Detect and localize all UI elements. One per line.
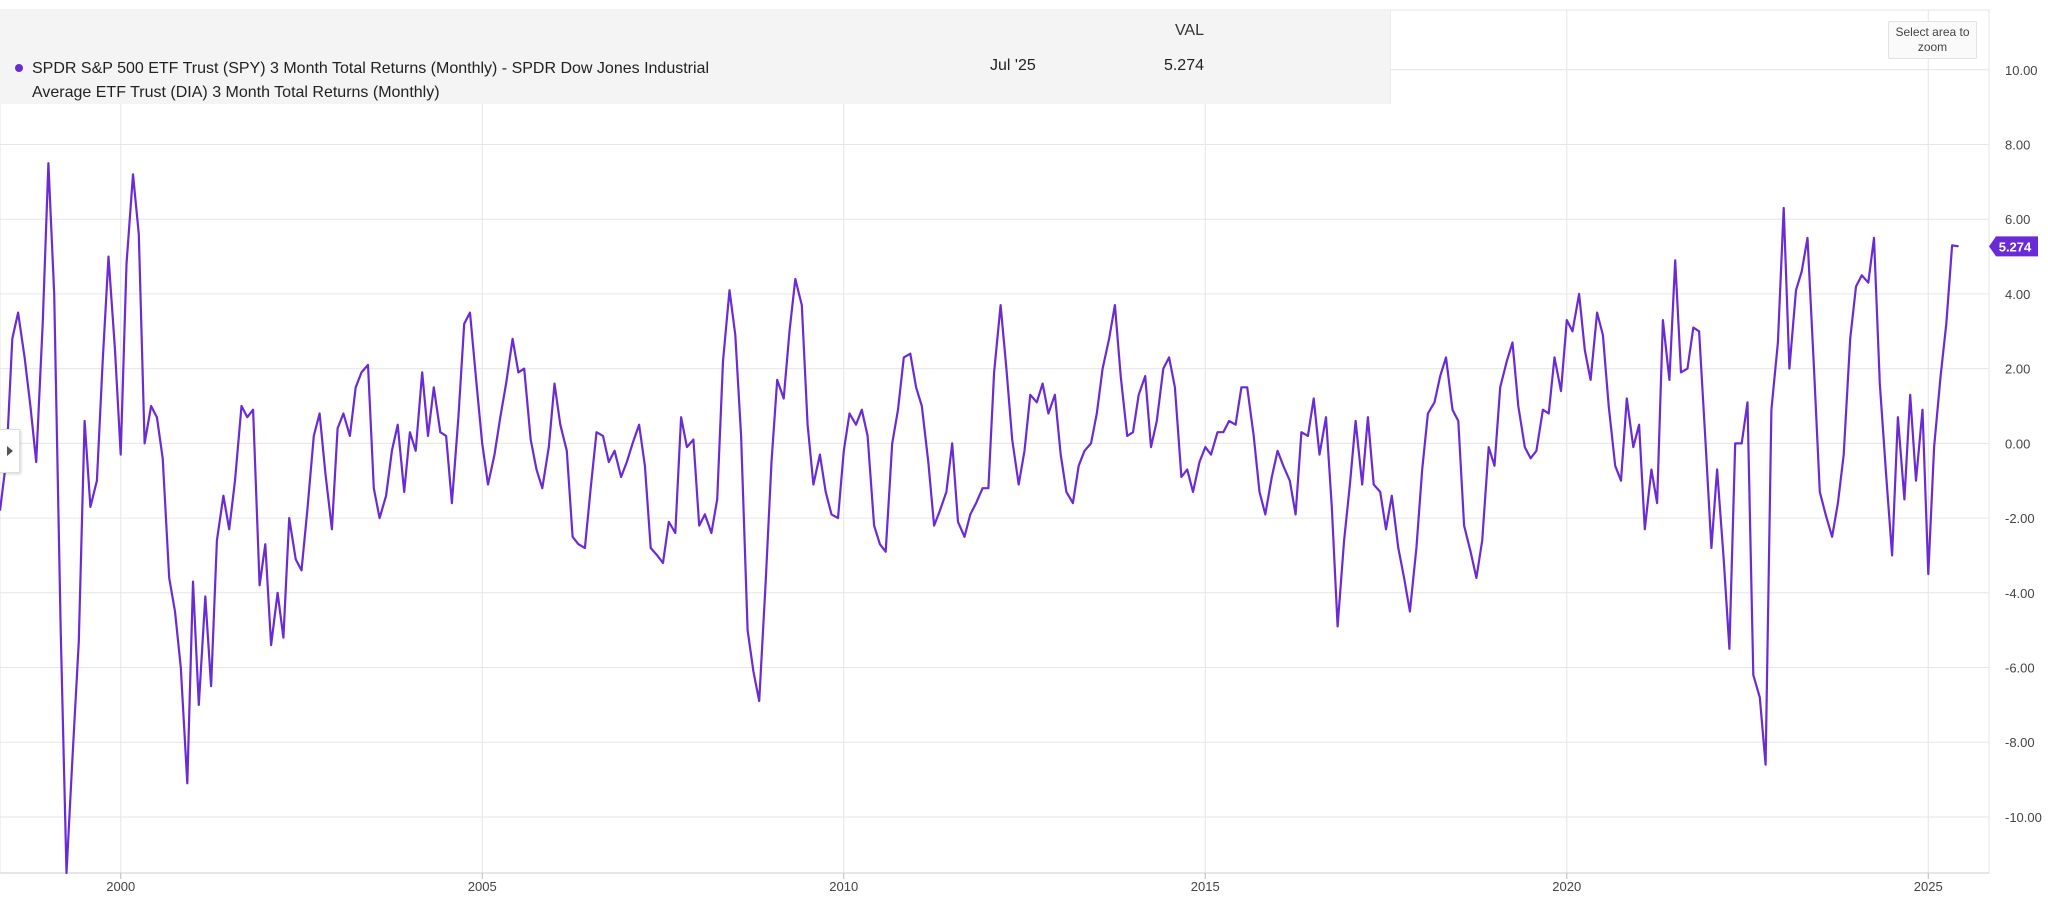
y-tick-label: 10.00	[2005, 63, 2038, 78]
y-tick-label: 8.00	[2005, 137, 2030, 152]
chevron-right-icon	[6, 446, 13, 456]
legend-value: 5.274	[1163, 57, 1204, 74]
last-value-marker: 5.274	[1989, 236, 2038, 257]
y-tick-label: 0.00	[2005, 436, 2030, 451]
x-tick-label: 2025	[1914, 879, 1943, 894]
y-tick-label: 4.00	[2005, 287, 2030, 302]
last-value-badge	[1989, 236, 2038, 257]
legend-column-header: VAL	[1174, 22, 1204, 39]
y-tick-label: -4.00	[2005, 586, 2035, 601]
x-tick-label: 2020	[1552, 879, 1581, 894]
y-tick-label: 6.00	[2005, 212, 2030, 227]
series-color-dot	[15, 64, 23, 72]
x-tick-label: 2000	[106, 879, 135, 894]
last-value-label: 5.274	[1999, 239, 2032, 254]
x-tick-label: 2005	[468, 879, 497, 894]
y-tick-label: 2.00	[2005, 362, 2030, 377]
series-line[interactable]	[0, 162, 1959, 875]
y-tick-label: -2.00	[2005, 511, 2035, 526]
select-area-zoom-button[interactable]: Select area to zoom	[1888, 21, 1977, 59]
grid-lines	[0, 9, 1990, 879]
legend-date: Jul '25	[990, 57, 1036, 74]
y-tick-label: -6.00	[2005, 661, 2035, 676]
x-tick-label: 2010	[829, 879, 858, 894]
plot-frame	[0, 9, 1990, 874]
legend-series-name: SPDR S&P 500 ETF Trust (SPY) 3 Month Tot…	[32, 60, 709, 101]
series-layer	[0, 162, 1959, 875]
axis-labels: 10.00 8.00 6.00 4.00 2.00 0.00 -2.00 -4.00 -6.00…	[106, 63, 2042, 894]
legend-row[interactable]: SPDR S&P 500 ETF Trust (SPY) 3 Month Tot…	[0, 48, 1390, 104]
y-tick-label: -8.00	[2005, 735, 2035, 750]
legend-panel: VAL SPDR S&P 500 ETF Trust (SPY) 3 Month…	[0, 10, 1391, 104]
y-tick-label: -10.00	[2005, 810, 2042, 825]
expand-panel-button[interactable]	[0, 429, 20, 473]
x-tick-label: 2015	[1191, 879, 1220, 894]
